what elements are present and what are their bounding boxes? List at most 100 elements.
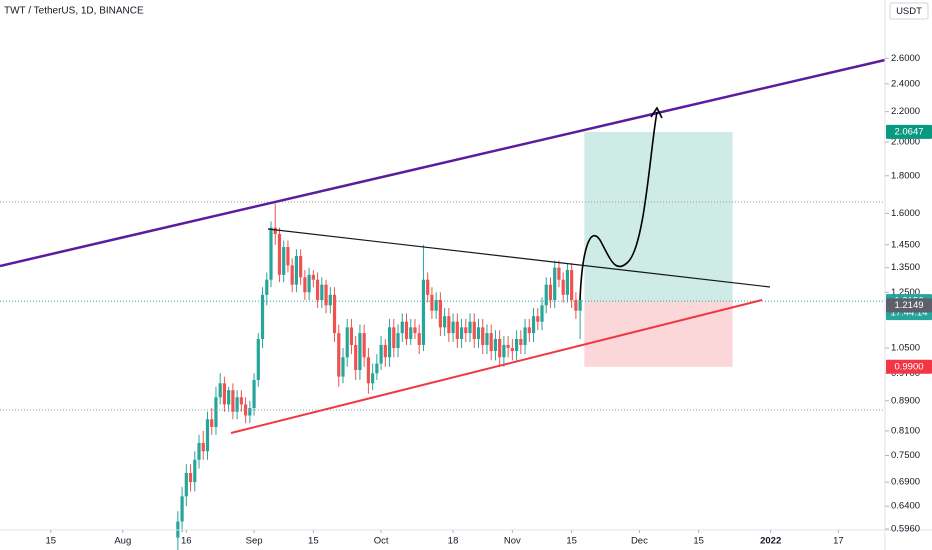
candle-body <box>540 305 544 322</box>
candle-body <box>252 379 256 409</box>
candle-body <box>426 279 430 295</box>
candle-body <box>379 344 383 364</box>
candle-body <box>502 344 506 358</box>
candle-body <box>341 357 345 377</box>
candle-body <box>404 321 409 339</box>
candle-body <box>303 277 307 293</box>
candle-body <box>256 338 260 380</box>
candle-body <box>489 333 493 352</box>
candle-body <box>392 327 396 348</box>
candle-body <box>578 300 582 311</box>
candle-body <box>349 327 354 345</box>
currency-box[interactable] <box>889 2 929 20</box>
y-tick-label: 1.3500 <box>891 262 920 273</box>
countdown: 17:44:14 <box>891 308 928 319</box>
candle-body <box>362 333 366 358</box>
currency[interactable]: USDT <box>896 6 922 17</box>
candle-body <box>235 397 239 412</box>
position <box>0 131 885 367</box>
candle-body <box>184 473 188 497</box>
candle-body <box>332 294 337 334</box>
candle-body <box>265 279 269 295</box>
x-tick-label: Nov <box>504 536 521 547</box>
channel-line <box>0 58 886 268</box>
candle-body <box>239 397 243 405</box>
candle-body <box>493 338 498 352</box>
candle-body <box>193 459 197 483</box>
y-tick-label: 0.8100 <box>891 425 920 436</box>
candle-body <box>459 327 464 339</box>
candle-body <box>498 338 502 358</box>
x-tick-label: 15 <box>566 536 577 547</box>
candle-body <box>451 321 455 334</box>
candle-body <box>561 279 565 295</box>
candle-body <box>531 316 536 334</box>
candle-body <box>375 363 379 374</box>
candle-body <box>476 327 481 339</box>
candle-body <box>570 270 574 301</box>
y-tick-label: 2.6000 <box>891 53 920 64</box>
candle-body <box>222 383 227 405</box>
candle-body <box>307 274 311 293</box>
y-tick-label: 1.2500 <box>891 287 920 298</box>
candle-body <box>269 227 273 280</box>
candle-body <box>188 473 193 483</box>
candle-body <box>290 265 294 285</box>
candle-body <box>231 390 235 412</box>
y-tick-label: 2.4000 <box>891 78 920 89</box>
x-tick-label: Oct <box>374 536 389 547</box>
y-tick-label: 1.0500 <box>891 342 920 353</box>
candle-body <box>481 327 485 345</box>
chart-title: TWT / TetherUS, 1D, BINANCE <box>4 6 144 17</box>
candle-body <box>544 284 548 306</box>
y-tick-label: 1.8000 <box>891 170 920 181</box>
candle-body <box>337 333 341 377</box>
candle-body <box>400 321 404 334</box>
y-tick-label: 1.6000 <box>891 208 920 219</box>
candle-body <box>447 316 451 334</box>
candle-body <box>201 442 205 452</box>
x-tick-label: 18 <box>448 536 459 547</box>
x-tick-label: 15 <box>46 536 57 547</box>
candle-body <box>197 442 201 460</box>
support-line <box>230 299 763 434</box>
x-tick-label: 15 <box>308 536 319 547</box>
candle-body <box>413 327 417 334</box>
candle-body <box>523 327 527 345</box>
candle-body <box>515 338 519 352</box>
candle-body <box>574 300 578 311</box>
y-tick-label: 2.0000 <box>891 137 920 148</box>
candle-body <box>468 321 472 334</box>
candle-body <box>371 373 375 384</box>
candle-body <box>434 300 438 311</box>
candle-body <box>315 279 320 301</box>
candle-body <box>354 344 358 371</box>
candle-body <box>227 390 231 405</box>
candle-body <box>536 316 540 322</box>
candle-body <box>248 408 252 416</box>
candle-body <box>299 256 303 278</box>
x-tick-label: 2022 <box>760 536 781 547</box>
target-label: 2.0647 <box>894 126 923 137</box>
target-zone <box>584 131 733 302</box>
x-tick-label: 15 <box>693 536 704 547</box>
target-label-box <box>886 124 932 139</box>
candle-body <box>282 247 286 275</box>
y-tick-label: 0.8900 <box>891 395 920 406</box>
candle-body <box>455 321 459 339</box>
projection-arrow <box>579 111 658 301</box>
y-tick-label: 0.5960 <box>891 523 920 534</box>
candle-body <box>358 333 362 371</box>
x-tick-label: Sep <box>246 536 263 547</box>
candle-body <box>417 333 421 345</box>
candle-body <box>396 333 400 348</box>
candle-body <box>565 270 570 295</box>
candle-body <box>260 294 265 339</box>
candle-body <box>180 496 184 522</box>
candle-body <box>464 327 468 334</box>
candle-body <box>485 333 489 345</box>
candle-body <box>345 327 349 358</box>
axes: 2.6000 2.4000 2.2000 2.0000 1.8000 1.6000 1.45… <box>46 53 921 547</box>
